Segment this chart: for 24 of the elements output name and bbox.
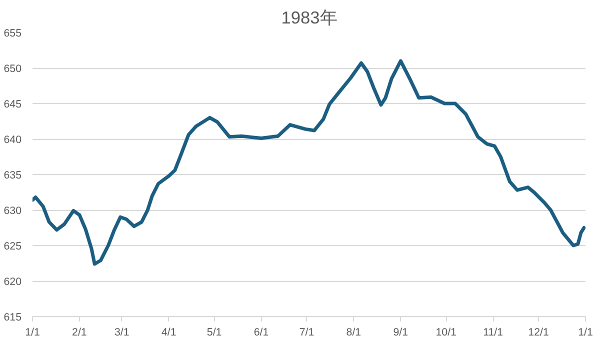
x-tick-label: 1/1 bbox=[25, 326, 40, 338]
y-tick-label: 615 bbox=[4, 312, 22, 324]
x-tick-label: 3/1 bbox=[114, 326, 130, 338]
x-tick-label: 11/1 bbox=[483, 326, 504, 338]
x-tick-label: 10/1 bbox=[436, 326, 457, 338]
x-tick-label: 12/1 bbox=[528, 326, 549, 338]
y-tick-label: 655 bbox=[4, 28, 22, 40]
y-tick-label: 625 bbox=[4, 240, 22, 252]
chart-title: 1983年 bbox=[281, 8, 337, 28]
x-tick-label: 5/1 bbox=[206, 326, 222, 338]
line-series bbox=[32, 59, 586, 266]
x-tick-label: 4/1 bbox=[161, 326, 176, 338]
x-tick-label: 8/1 bbox=[346, 326, 362, 338]
y-tick-label: 640 bbox=[4, 134, 22, 146]
x-tick-label: 1/1 bbox=[578, 326, 593, 338]
y-tick-label: 630 bbox=[4, 205, 22, 217]
x-tick-label: 2/1 bbox=[72, 326, 87, 338]
y-tick-label: 645 bbox=[4, 98, 22, 110]
y-tick-label: 650 bbox=[4, 63, 22, 75]
x-tick-label: 7/1 bbox=[299, 326, 314, 338]
x-tick-label: 6/1 bbox=[254, 326, 269, 338]
x-tick-label: 9/1 bbox=[393, 326, 408, 338]
y-tick-label: 635 bbox=[4, 170, 22, 182]
y-tick-label: 620 bbox=[4, 276, 22, 288]
